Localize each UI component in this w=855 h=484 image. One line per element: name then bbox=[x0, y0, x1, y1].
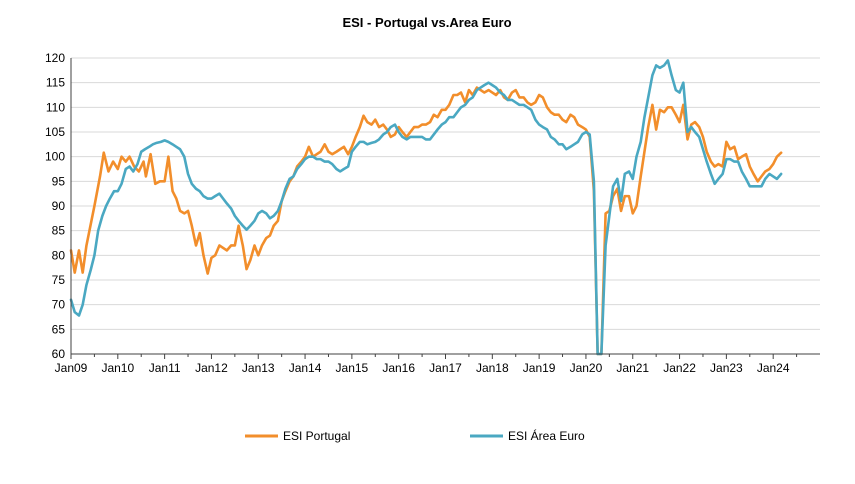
y-tick-label: 95 bbox=[52, 174, 66, 188]
legend-label: ESI Área Euro bbox=[508, 428, 585, 443]
x-tick-label: Jan17 bbox=[429, 361, 462, 375]
y-tick-label: 75 bbox=[52, 273, 66, 287]
x-tick-label: Jan15 bbox=[336, 361, 369, 375]
x-tick-label: Jan21 bbox=[616, 361, 649, 375]
x-tick-label: Jan20 bbox=[570, 361, 603, 375]
y-tick-label: 65 bbox=[52, 322, 66, 336]
y-tick-label: 105 bbox=[45, 125, 65, 139]
y-tick-label: 100 bbox=[45, 150, 65, 164]
y-tick-label: 85 bbox=[52, 224, 66, 238]
x-tick-label: Jan09 bbox=[55, 361, 88, 375]
x-tick-label: Jan22 bbox=[663, 361, 696, 375]
y-tick-label: 70 bbox=[52, 298, 66, 312]
legend-label: ESI Portugal bbox=[283, 429, 350, 443]
x-tick-label: Jan16 bbox=[382, 361, 415, 375]
x-tick-label: Jan23 bbox=[710, 361, 743, 375]
y-tick-label: 115 bbox=[46, 76, 65, 90]
x-tick-label: Jan18 bbox=[476, 361, 509, 375]
x-tick-label: Jan10 bbox=[101, 361, 134, 375]
y-tick-label: 90 bbox=[52, 199, 66, 213]
x-tick-label: Jan12 bbox=[195, 361, 228, 375]
gridlines bbox=[71, 57, 820, 330]
y-tick-label: 80 bbox=[52, 248, 66, 262]
axes: 60 65 70 75 80 85 90 95 100 105 110 115 120 Jan09 Jan1… bbox=[45, 51, 820, 375]
x-tick-label: Jan19 bbox=[523, 361, 556, 375]
y-tick-label: 120 bbox=[45, 51, 65, 65]
series-line-esi-portugal bbox=[69, 86, 783, 356]
x-tick-label: Jan24 bbox=[757, 361, 790, 375]
legend: ESI Portugal ESI Área Euro bbox=[245, 428, 585, 443]
chart-title: ESI - Portugal vs.Area Euro bbox=[342, 15, 511, 30]
series-line-esi-area-euro bbox=[69, 59, 783, 356]
y-tick-label: 60 bbox=[52, 347, 66, 361]
x-tick-label: Jan13 bbox=[242, 361, 275, 375]
series-lines bbox=[69, 59, 783, 356]
x-tick-label: Jan14 bbox=[289, 361, 322, 375]
x-tick-label: Jan11 bbox=[149, 361, 181, 375]
y-tick-label: 110 bbox=[46, 100, 65, 114]
